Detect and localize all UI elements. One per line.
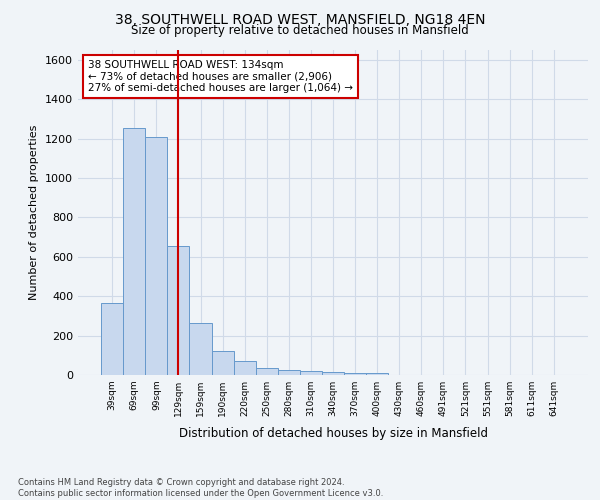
- Bar: [167, 246, 190, 375]
- Bar: [145, 136, 167, 375]
- Text: Contains HM Land Registry data © Crown copyright and database right 2024.
Contai: Contains HM Land Registry data © Crown c…: [18, 478, 383, 498]
- Bar: [344, 373, 366, 375]
- Bar: [322, 372, 344, 375]
- Bar: [101, 303, 123, 375]
- Text: Distribution of detached houses by size in Mansfield: Distribution of detached houses by size …: [179, 428, 488, 440]
- Text: Size of property relative to detached houses in Mansfield: Size of property relative to detached ho…: [131, 24, 469, 37]
- Bar: [190, 323, 212, 375]
- Y-axis label: Number of detached properties: Number of detached properties: [29, 125, 40, 300]
- Bar: [278, 370, 300, 375]
- Bar: [123, 128, 145, 375]
- Bar: [233, 361, 256, 375]
- Bar: [212, 352, 233, 375]
- Text: 38, SOUTHWELL ROAD WEST, MANSFIELD, NG18 4EN: 38, SOUTHWELL ROAD WEST, MANSFIELD, NG18…: [115, 12, 485, 26]
- Bar: [300, 372, 322, 375]
- Text: 38 SOUTHWELL ROAD WEST: 134sqm
← 73% of detached houses are smaller (2,906)
27% : 38 SOUTHWELL ROAD WEST: 134sqm ← 73% of …: [88, 60, 353, 93]
- Bar: [366, 374, 388, 375]
- Bar: [256, 368, 278, 375]
